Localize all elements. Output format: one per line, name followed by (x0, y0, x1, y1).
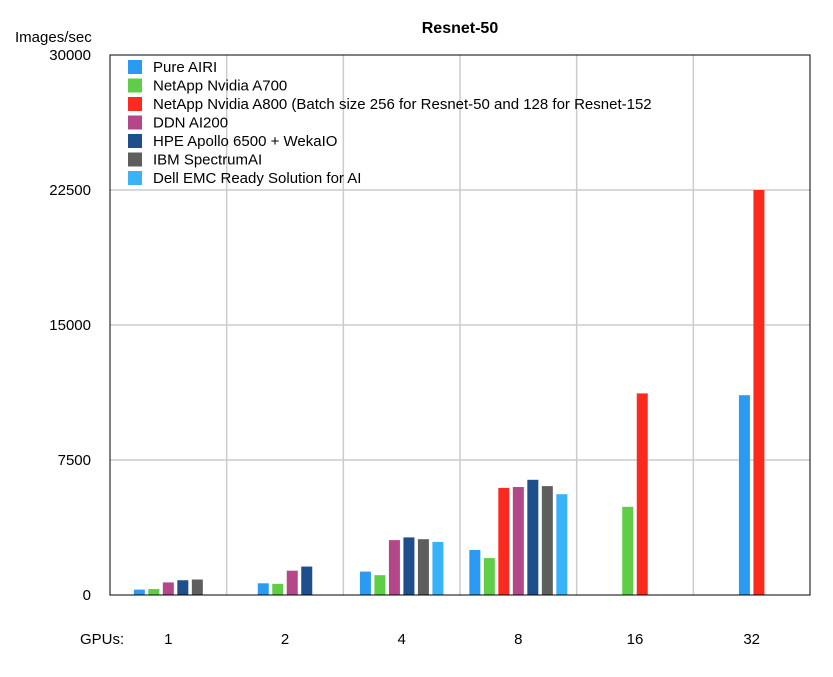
legend-label: DDN AI200 (153, 115, 228, 132)
x-tick-label: 16 (627, 631, 644, 648)
bar (403, 537, 415, 595)
legend-swatch (128, 134, 142, 148)
bar (753, 190, 765, 595)
legend-swatch (128, 115, 142, 130)
bar (622, 506, 634, 595)
bar (301, 566, 313, 595)
y-tick-label: 30000 (49, 47, 91, 64)
legend-label: IBM SpectrumAI (153, 152, 262, 169)
bar (177, 580, 189, 595)
legend-swatch (128, 78, 142, 93)
bar (133, 589, 145, 595)
bar (469, 550, 481, 595)
legend-label: Pure AIRI (153, 59, 217, 76)
bar (556, 494, 568, 595)
bar (257, 583, 269, 595)
bar (417, 539, 429, 595)
plot-frame (109, 54, 811, 596)
x-axis-label: GPUs: (80, 631, 124, 648)
legend-label: HPE Apollo 6500 + WekaIO (153, 133, 337, 150)
legend-label: NetApp Nvidia A800 (Batch size 256 for R… (153, 96, 652, 113)
bar (738, 395, 750, 595)
bar (512, 487, 524, 595)
bar (527, 479, 539, 595)
legend-label: NetApp Nvidia A700 (153, 78, 287, 95)
bar (191, 579, 203, 595)
y-tick-label: 0 (83, 587, 91, 604)
x-ticks: 1 2 4 8 16 32 (164, 631, 760, 648)
bar (272, 583, 284, 595)
bar (483, 558, 495, 595)
legend-swatch (128, 97, 142, 111)
chart-title: Resnet-50 (422, 20, 499, 37)
y-axis-label: Images/sec (15, 29, 92, 46)
x-tick-label: 2 (281, 631, 289, 648)
bar (541, 486, 553, 595)
legend-swatch (128, 171, 142, 185)
y-tick-label: 7500 (58, 452, 91, 469)
bar (374, 575, 386, 595)
x-tick-label: 8 (514, 631, 522, 648)
bars (133, 190, 765, 595)
x-tick-label: 1 (164, 631, 172, 648)
bar (359, 571, 371, 595)
grid (110, 55, 810, 595)
bar (432, 541, 444, 595)
bar (286, 570, 298, 595)
y-ticks: 0 7500 15000 22500 30000 (49, 47, 91, 604)
legend-swatch (128, 152, 142, 167)
x-tick-label: 4 (397, 631, 405, 648)
y-tick-label: 15000 (49, 317, 91, 334)
bar (498, 487, 510, 595)
bar (162, 582, 174, 595)
legend-label: Dell EMC Ready Solution for AI (153, 170, 361, 187)
bar (636, 393, 648, 595)
y-tick-label: 22500 (49, 182, 91, 199)
x-tick-label: 32 (743, 631, 760, 648)
bar (148, 589, 160, 595)
legend-swatch (128, 60, 142, 74)
bar (388, 540, 400, 595)
